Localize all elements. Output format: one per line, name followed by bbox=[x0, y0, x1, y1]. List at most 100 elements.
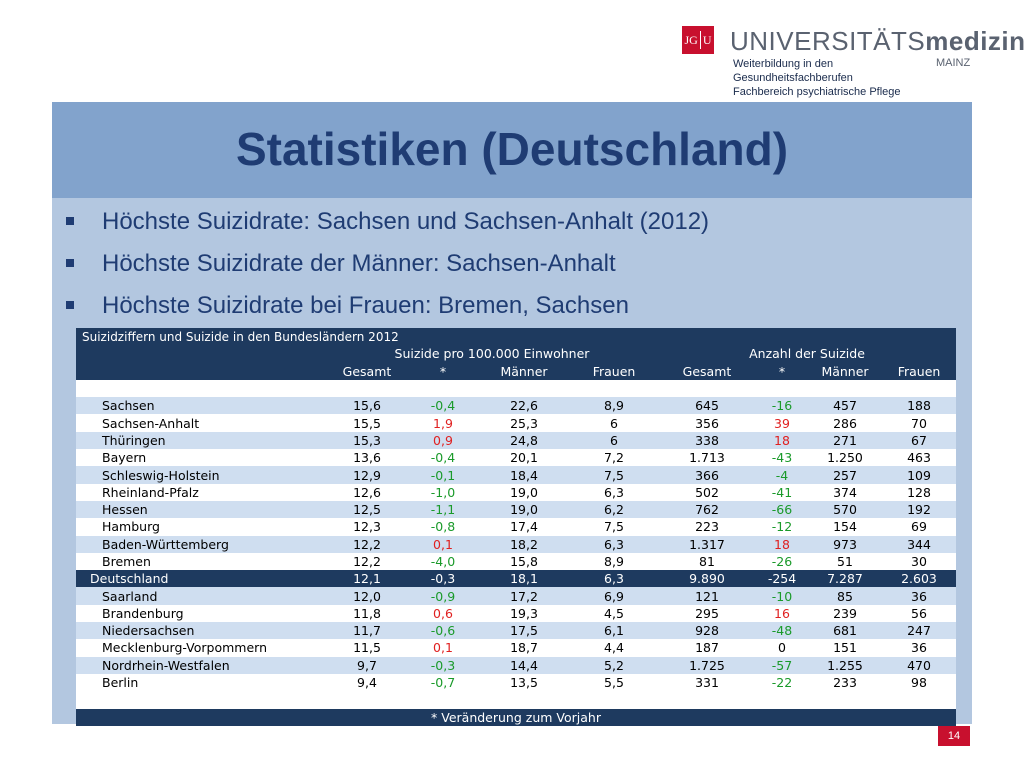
footnote-row: * Veränderung zum Vorjahr bbox=[76, 708, 956, 726]
cell-count-men: 286 bbox=[808, 414, 882, 432]
brand-location: MAINZ bbox=[936, 57, 971, 69]
brand-regular: UNIVERSITÄTS bbox=[730, 26, 926, 56]
cell-rate-change: -0,4 bbox=[408, 397, 478, 415]
table-row: Nordrhein-Westfalen 9,7 -0,3 14,4 5,2 1.725 -5… bbox=[76, 656, 956, 674]
spacer-row bbox=[76, 691, 956, 709]
cell-count-men: 239 bbox=[808, 604, 882, 623]
bullet-square-icon bbox=[66, 217, 74, 225]
cell-count-women: 463 bbox=[882, 449, 956, 467]
cell-count-change: -10 bbox=[756, 587, 808, 605]
cell-count-women: 98 bbox=[882, 673, 956, 692]
cell-count-change: -43 bbox=[756, 449, 808, 467]
cell-count-women: 36 bbox=[882, 639, 956, 657]
table-footnote: * Veränderung zum Vorjahr bbox=[76, 708, 956, 726]
cell-rate-women: 4,5 bbox=[570, 604, 658, 623]
cell-rate-change: -0,3 bbox=[408, 570, 478, 588]
cell-rate-change: -4,0 bbox=[408, 552, 478, 571]
cell-rate-total: 12,5 bbox=[326, 500, 408, 519]
cell-count-women: 247 bbox=[882, 622, 956, 640]
table-row: Berlin 9,4 -0,7 13,5 5,5 331 -22 233 98 bbox=[76, 673, 956, 692]
cell-rate-total: 11,8 bbox=[326, 604, 408, 623]
cell-rate-women: 6,3 bbox=[570, 570, 658, 588]
cell-count-total: 9.890 bbox=[658, 570, 756, 588]
cell-count-change: 16 bbox=[756, 604, 808, 623]
cell-rate-total: 12,3 bbox=[326, 518, 408, 536]
cell-rate-men: 24,8 bbox=[478, 431, 570, 450]
state-name: Bremen bbox=[76, 552, 326, 571]
cell-count-men: 570 bbox=[808, 500, 882, 519]
cell-rate-change: -0,4 bbox=[408, 449, 478, 467]
cell-count-total: 762 bbox=[658, 500, 756, 519]
cell-count-men: 154 bbox=[808, 518, 882, 536]
cell-rate-change: 0,6 bbox=[408, 604, 478, 623]
column-header-row: Gesamt * Männer Frauen Gesamt * Männer F… bbox=[76, 362, 956, 380]
cell-count-women: 344 bbox=[882, 535, 956, 553]
cell-count-change: -66 bbox=[756, 500, 808, 519]
cell-rate-women: 7,5 bbox=[570, 518, 658, 536]
cell-count-change: -254 bbox=[756, 570, 808, 588]
cell-count-change: 18 bbox=[756, 431, 808, 450]
cell-rate-total: 12,0 bbox=[326, 587, 408, 605]
state-name: Hessen bbox=[76, 500, 326, 519]
cell-rate-total: 9,4 bbox=[326, 673, 408, 692]
cell-rate-total: 9,7 bbox=[326, 656, 408, 674]
bullet-list: Höchste Suizidrate: Sachsen und Sachsen-… bbox=[64, 208, 709, 334]
state-name: Sachsen bbox=[76, 397, 326, 415]
title-bar bbox=[52, 102, 972, 198]
cell-count-change: -12 bbox=[756, 518, 808, 536]
cell-rate-total: 12,9 bbox=[326, 466, 408, 484]
slide-title: Statistiken (Deutschland) bbox=[235, 123, 789, 175]
cell-rate-women: 7,2 bbox=[570, 449, 658, 467]
department-text: Weiterbildung in den Gesundheitsfachberu… bbox=[733, 58, 901, 98]
cell-rate-men: 19,3 bbox=[478, 604, 570, 623]
state-name: Schleswig-Holstein bbox=[76, 466, 326, 484]
cell-rate-women: 6,9 bbox=[570, 587, 658, 605]
table-row: Mecklenburg-Vorpommern 11,5 0,1 18,7 4,4 187 0… bbox=[76, 639, 956, 657]
table-row: Schleswig-Holstein 12,9 -0,1 18,4 7,5 366 -4 25… bbox=[76, 466, 956, 484]
cell-count-men: 151 bbox=[808, 639, 882, 657]
table-row: Rheinland-Pfalz 12,6 -1,0 19,0 6,3 502 -41 374 1… bbox=[76, 483, 956, 501]
state-name: Rheinland-Pfalz bbox=[76, 483, 326, 501]
cell-count-men: 51 bbox=[808, 552, 882, 571]
cell-count-women: 109 bbox=[882, 466, 956, 484]
cell-rate-women: 8,9 bbox=[570, 552, 658, 571]
cell-count-men: 374 bbox=[808, 483, 882, 501]
cell-rate-men: 18,1 bbox=[478, 570, 570, 588]
cell-count-women: 70 bbox=[882, 414, 956, 432]
cell-count-men: 85 bbox=[808, 587, 882, 605]
cell-rate-change: -0,3 bbox=[408, 656, 478, 674]
cell-count-women: 192 bbox=[882, 500, 956, 519]
cell-count-total: 338 bbox=[658, 431, 756, 450]
cell-count-men: 7.287 bbox=[808, 570, 882, 588]
cell-count-change: -41 bbox=[756, 483, 808, 501]
cell-count-total: 331 bbox=[658, 673, 756, 692]
group-header-row: Suizide pro 100.000 Einwohner Anzahl der… bbox=[76, 345, 956, 363]
cell-rate-change: -0,8 bbox=[408, 518, 478, 536]
table-row: Sachsen 15,6 -0,4 22,6 8,9 645 -16 457 188 bbox=[76, 397, 956, 415]
cell-rate-men: 14,4 bbox=[478, 656, 570, 674]
cell-count-women: 128 bbox=[882, 483, 956, 501]
table-row: Brandenburg 11,8 0,6 19,3 4,5 295 16 239 56 bbox=[76, 604, 956, 623]
cell-rate-men: 15,8 bbox=[478, 552, 570, 571]
cell-count-men: 457 bbox=[808, 397, 882, 415]
cell-rate-women: 5,5 bbox=[570, 673, 658, 692]
university-logo-mark: JG U bbox=[682, 26, 714, 54]
state-name: Saarland bbox=[76, 587, 326, 605]
cell-count-men: 233 bbox=[808, 673, 882, 692]
state-name: Hamburg bbox=[76, 518, 326, 536]
cell-rate-men: 25,3 bbox=[478, 414, 570, 432]
state-name: Niedersachsen bbox=[76, 622, 326, 640]
table-caption-row: Suizidziffern und Suizide in den Bundesl… bbox=[76, 328, 956, 346]
cell-rate-total: 12,1 bbox=[326, 570, 408, 588]
state-name: Thüringen bbox=[76, 431, 326, 450]
bullet-item: Höchste Suizidrate: Sachsen und Sachsen-… bbox=[64, 208, 709, 250]
cell-count-men: 1.250 bbox=[808, 449, 882, 467]
cell-rate-total: 11,7 bbox=[326, 622, 408, 640]
bullet-item: Höchste Suizidrate der Männer: Sachsen-A… bbox=[64, 250, 709, 292]
cell-rate-women: 6,3 bbox=[570, 483, 658, 501]
cell-rate-change: 1,9 bbox=[408, 414, 478, 432]
cell-count-total: 187 bbox=[658, 639, 756, 657]
cell-rate-women: 5,2 bbox=[570, 656, 658, 674]
table-row: Bayern 13,6 -0,4 20,1 7,2 1.713 -43 1.250 463 bbox=[76, 449, 956, 467]
table-row: Niedersachsen 11,7 -0,6 17,5 6,1 928 -48 681 247 bbox=[76, 622, 956, 640]
